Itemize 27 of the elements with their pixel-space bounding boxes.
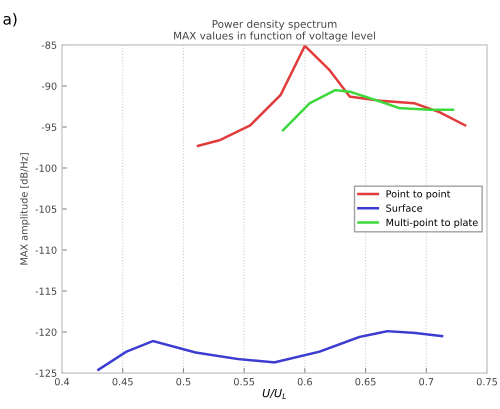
- line-series: [97, 330, 444, 371]
- y-tick-label: -120: [36, 328, 56, 336]
- line-series: [282, 88, 454, 132]
- y-axis-title: MAX amplitude [dB/Hz]: [20, 153, 30, 265]
- y-tick-label: -90: [42, 82, 56, 90]
- legend-label: Multi-point to plate: [386, 218, 478, 228]
- y-tick-label: -115: [36, 288, 56, 295]
- legend-label: Point to point: [386, 190, 450, 200]
- y-tick-label: -105: [36, 205, 56, 213]
- x-tick-label: 0.5: [176, 378, 190, 386]
- y-tick-label: -110: [36, 246, 56, 254]
- x-tick-label: 0.75: [476, 378, 497, 386]
- y-tick-label: -100: [36, 164, 56, 172]
- x-tick-label: 0.45: [112, 378, 133, 386]
- x-tick-label: 0.55: [234, 378, 254, 386]
- chart-title: Power density spectrum MAX values in function of voltage level: [174, 20, 375, 42]
- legend-label: Surface: [386, 204, 422, 212]
- text: a): [3, 12, 17, 27]
- x-tick-label: 0.65: [355, 378, 376, 386]
- y-tick-label: -125: [36, 369, 56, 377]
- x-axis-title: U/U$_{L}$: [262, 389, 286, 399]
- y-tick-label: -95: [42, 123, 56, 131]
- x-tick-label: 0.6: [298, 378, 312, 386]
- x-tick-label: 0.7: [419, 378, 434, 386]
- y-tick-label: -85: [42, 41, 56, 49]
- line-series: [196, 44, 466, 148]
- x-tick-label: 0.4: [54, 378, 70, 386]
